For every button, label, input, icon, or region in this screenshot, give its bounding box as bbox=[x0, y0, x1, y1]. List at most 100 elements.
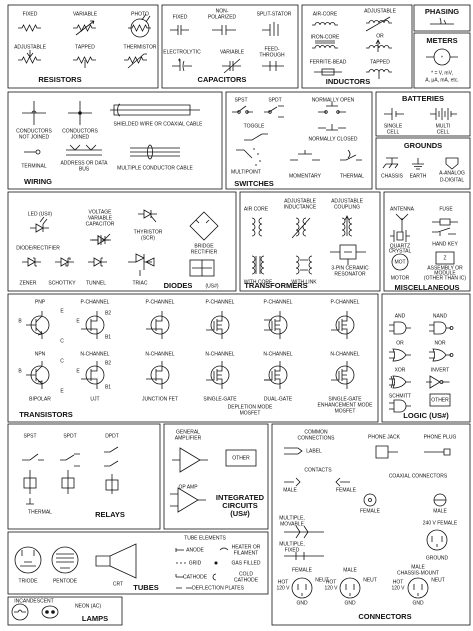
label: GND bbox=[344, 600, 356, 606]
label: E bbox=[60, 388, 64, 394]
label: ADJUSTABLE bbox=[364, 8, 397, 14]
label: ELECTROLYTIC bbox=[163, 49, 201, 55]
label: POLARIZED bbox=[208, 14, 237, 20]
label: MULTIPLE, bbox=[279, 515, 304, 521]
label: SPLIT-STATOR bbox=[257, 11, 292, 17]
label: FUSE bbox=[439, 206, 453, 212]
label: DIODE/RECTIFIER bbox=[16, 245, 60, 251]
section-title: GROUNDS bbox=[404, 141, 442, 150]
label: CATHODE bbox=[183, 574, 208, 580]
label: BIPOLAR bbox=[29, 396, 51, 402]
label: TUNNEL bbox=[86, 280, 106, 286]
label: NON- bbox=[216, 8, 229, 14]
label: GRID bbox=[189, 560, 202, 566]
label: * = V, mV, bbox=[431, 70, 453, 76]
label: VARIABLE bbox=[220, 49, 245, 55]
label: FIXED bbox=[285, 547, 300, 553]
label: VARIABLE bbox=[73, 11, 98, 17]
label: MULTIPOINT bbox=[231, 169, 261, 175]
label: COMMON bbox=[304, 429, 328, 435]
label: NEUT bbox=[315, 577, 329, 583]
label: A-ANALOG bbox=[439, 170, 465, 176]
label: Z bbox=[443, 255, 446, 261]
label: CONTACTS bbox=[304, 467, 332, 473]
label: MOT bbox=[394, 259, 405, 265]
label: GENERAL bbox=[176, 429, 200, 435]
label: FEMALE bbox=[336, 487, 357, 493]
label: BUS bbox=[79, 166, 90, 172]
section-title: MISCELLANEOUS bbox=[394, 283, 459, 292]
label: JOINED bbox=[71, 134, 90, 140]
label: IRON-CORE bbox=[311, 34, 340, 40]
label: COUPLING bbox=[334, 204, 360, 210]
label: 120 V bbox=[391, 585, 405, 591]
section-title: TRANSFORMERS bbox=[244, 281, 307, 290]
label: B2 bbox=[105, 360, 111, 366]
label: WITH LINK bbox=[291, 279, 317, 285]
label: AIR-CORE bbox=[313, 11, 338, 17]
label: NORMALLY CLOSED bbox=[309, 136, 358, 142]
label: COLD bbox=[239, 571, 253, 577]
section-title: LAMPS bbox=[82, 614, 108, 623]
label: P-CHANNEL bbox=[206, 299, 235, 305]
label: PHONE JACK bbox=[368, 434, 401, 440]
label: AND bbox=[395, 313, 406, 319]
label: B bbox=[18, 318, 22, 324]
label: DUAL-GATE bbox=[264, 396, 293, 402]
label: DEFLECTION PLATES bbox=[192, 585, 245, 591]
label: PHONE PLUG bbox=[424, 434, 457, 440]
label: (US#) bbox=[205, 283, 218, 289]
label: INDUCTANCE bbox=[284, 204, 317, 210]
label: CRYSTAL bbox=[389, 248, 412, 254]
label: UJT bbox=[90, 396, 99, 402]
label: OR bbox=[376, 33, 384, 39]
label: NOR bbox=[434, 340, 446, 346]
label: MULTIPLE CONDUCTOR CABLE bbox=[117, 165, 193, 171]
label: THYRISTOR bbox=[134, 229, 163, 235]
section-title: CONNECTORS bbox=[358, 612, 411, 621]
label: MODULE bbox=[434, 270, 456, 276]
label: DEPLETION MODE bbox=[228, 404, 273, 410]
label: CAPACITOR bbox=[86, 221, 115, 227]
label: DPDT bbox=[105, 433, 119, 439]
section-title: CAPACITORS bbox=[198, 75, 247, 84]
label: AMPLIFIER bbox=[175, 435, 202, 441]
label: SHIELDED WIRE OR COAXIAL CABLE bbox=[113, 121, 203, 127]
label: XOR bbox=[395, 367, 406, 373]
section-boxes bbox=[7, 4, 471, 626]
label: B1 bbox=[105, 334, 111, 340]
section-title: CIRCUITS bbox=[222, 501, 257, 510]
label: P-CHANNEL bbox=[81, 299, 110, 305]
label: N-CHANNEL bbox=[205, 351, 234, 357]
label: 120 V bbox=[324, 585, 338, 591]
label: ENHANCEMENT MODE bbox=[318, 402, 374, 408]
label: CONDUCTORS bbox=[62, 128, 98, 134]
label: INCANDESCENT bbox=[14, 598, 53, 604]
label: B bbox=[18, 368, 22, 374]
label: GND bbox=[412, 600, 424, 606]
label: MULTI bbox=[436, 123, 451, 129]
label: COAXIAL CONNECTORS bbox=[389, 473, 448, 479]
label: ANTENNA bbox=[390, 206, 415, 212]
label: MOSFET bbox=[240, 410, 261, 416]
label: WITH CORE bbox=[244, 279, 273, 285]
label: TAPPED bbox=[370, 59, 390, 65]
label: E bbox=[60, 308, 64, 314]
label: B2 bbox=[105, 310, 111, 316]
label: LED (US#) bbox=[28, 211, 53, 217]
label: NEON (AC) bbox=[75, 603, 101, 609]
section-title: DIODES bbox=[164, 281, 193, 290]
label: CATHODE bbox=[234, 577, 259, 583]
label: P-CHANNEL bbox=[146, 299, 175, 305]
label: MALE bbox=[433, 508, 447, 514]
label: GAS FILLED bbox=[232, 560, 261, 566]
label: OP AMP bbox=[178, 484, 198, 490]
label: RECTIFIER bbox=[191, 249, 218, 255]
label: SPDT bbox=[268, 97, 281, 103]
label: OTHER bbox=[431, 397, 449, 403]
label: SCHOTTKY bbox=[48, 280, 76, 286]
label: TRIODE bbox=[19, 578, 39, 584]
label: MALE bbox=[343, 567, 357, 573]
label: SINGLE-GATE bbox=[203, 396, 237, 402]
